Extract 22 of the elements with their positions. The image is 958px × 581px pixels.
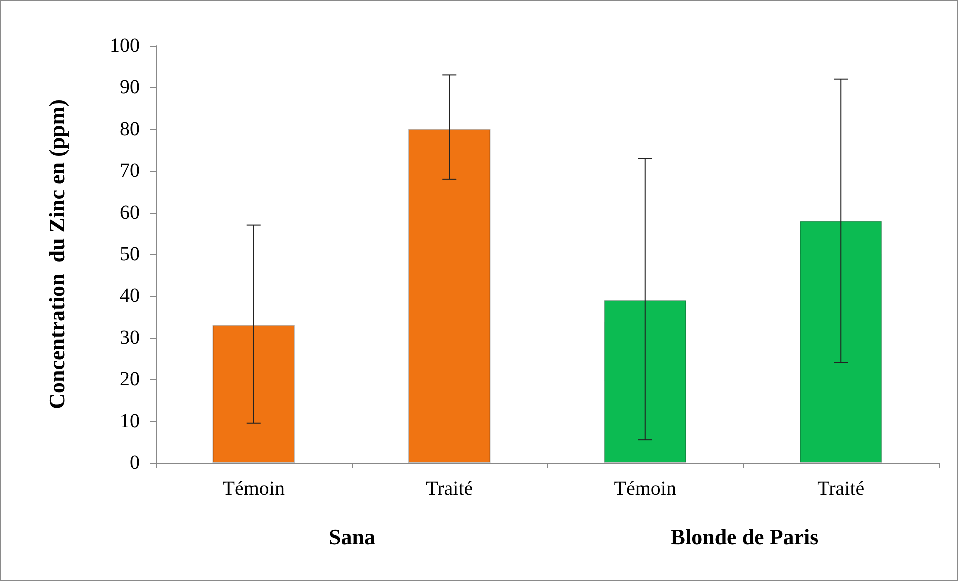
y-tick-label: 100	[110, 35, 140, 57]
y-tick-label: 40	[120, 285, 140, 308]
y-tick-label: 30	[120, 326, 140, 349]
y-tick-label: 90	[120, 76, 140, 99]
x-tick-label: Traité	[818, 478, 865, 500]
y-tick-label: 60	[120, 202, 140, 224]
y-axis-title: Concentration du Zinc en (ppm)	[44, 100, 70, 410]
text: Sana	[329, 524, 376, 550]
bar	[212, 325, 295, 463]
y-tick-label: 80	[120, 118, 140, 140]
text: Blonde de Paris	[670, 524, 820, 550]
y-tick-label: 70	[120, 160, 140, 182]
x-tick-label: Témoin	[222, 478, 285, 500]
y-tick-label: 0	[130, 452, 140, 474]
x-tick-label: Traité	[426, 478, 474, 500]
bar	[800, 221, 882, 463]
bar	[408, 129, 491, 463]
x-tick-label: Témoin	[614, 478, 676, 500]
y-tick-label: 10	[120, 410, 140, 432]
y-tick-label: 50	[120, 244, 140, 266]
y-tick-label: 20	[120, 368, 140, 391]
bar	[604, 300, 686, 463]
